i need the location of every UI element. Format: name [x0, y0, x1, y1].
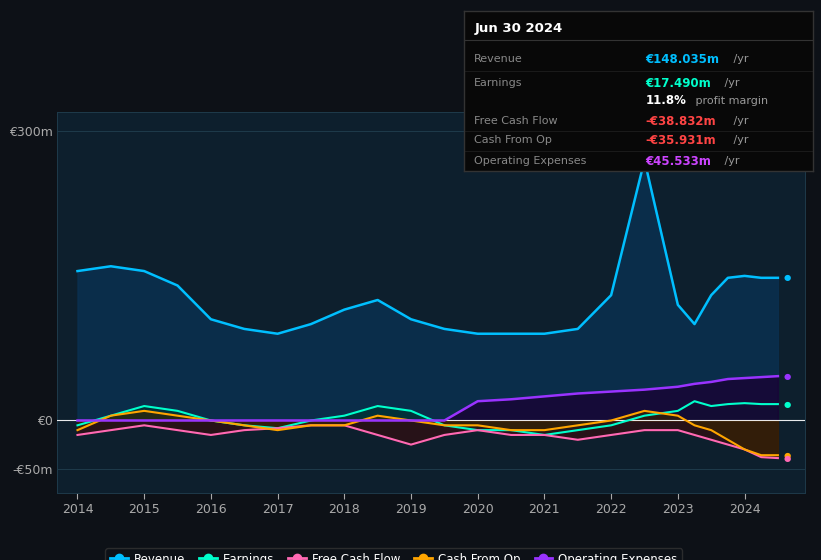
Text: ●: ●	[783, 454, 791, 463]
Text: €45.533m: €45.533m	[645, 155, 711, 168]
Text: /yr: /yr	[721, 78, 739, 88]
Text: €17.490m: €17.490m	[645, 77, 711, 90]
Text: €148.035m: €148.035m	[645, 53, 719, 66]
Text: Free Cash Flow: Free Cash Flow	[475, 116, 558, 127]
Text: ●: ●	[783, 400, 791, 409]
Text: Cash From Op: Cash From Op	[475, 136, 553, 146]
Text: profit margin: profit margin	[692, 96, 768, 106]
Text: /yr: /yr	[730, 54, 749, 64]
Text: /yr: /yr	[721, 156, 739, 166]
Text: -€35.931m: -€35.931m	[645, 134, 716, 147]
Text: Earnings: Earnings	[475, 78, 523, 88]
Legend: Revenue, Earnings, Free Cash Flow, Cash From Op, Operating Expenses: Revenue, Earnings, Free Cash Flow, Cash …	[105, 548, 682, 560]
Text: Operating Expenses: Operating Expenses	[475, 156, 587, 166]
Text: -€38.832m: -€38.832m	[645, 115, 716, 128]
Text: /yr: /yr	[730, 116, 749, 127]
Text: ●: ●	[783, 372, 791, 381]
Text: Jun 30 2024: Jun 30 2024	[475, 22, 562, 35]
Text: Revenue: Revenue	[475, 54, 523, 64]
Text: ●: ●	[783, 451, 791, 460]
Text: /yr: /yr	[730, 136, 749, 146]
Text: ●: ●	[783, 273, 791, 282]
Text: 11.8%: 11.8%	[645, 94, 686, 107]
